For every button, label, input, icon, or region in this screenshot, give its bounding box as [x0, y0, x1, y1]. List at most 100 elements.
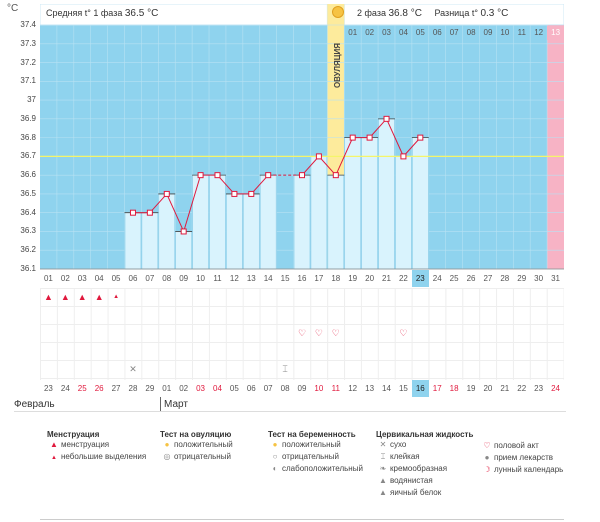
phase1-label: Средняя t° 1 фаза — [46, 8, 123, 18]
calendar-date-cell[interactable]: 03 — [196, 384, 206, 393]
cycle-day-cell[interactable]: 17 — [314, 274, 324, 283]
calendar-date-cell[interactable]: 28 — [128, 384, 138, 393]
heart-icon[interactable]: ♡ — [331, 328, 340, 338]
calendar-date-cell[interactable]: 08 — [280, 384, 290, 393]
calendar-date-cell[interactable]: 09 — [297, 384, 307, 393]
cycle-day-cell[interactable]: 12 — [229, 274, 239, 283]
ovulation-positive-icon: ● — [164, 440, 170, 449]
cycle-day-cell[interactable]: 07 — [145, 274, 155, 283]
calendar-date-cell[interactable]: 06 — [246, 384, 256, 393]
dry-icon: ✕ — [379, 440, 387, 449]
calendar-date-cell[interactable]: 24 — [551, 384, 560, 393]
calendar-date-cell[interactable]: 20 — [483, 384, 493, 393]
menstruation-drop-icon[interactable]: ▲ — [77, 292, 87, 302]
calendar-date-cell[interactable]: 11 — [331, 384, 340, 393]
calendar-date-cell[interactable]: 10 — [314, 384, 324, 393]
cycle-day-cell[interactable]: 22 — [398, 274, 408, 283]
cycle-day-cell[interactable]: 20 — [365, 274, 375, 283]
legend-ovt-positive: положительный — [174, 440, 233, 449]
top-day-number: 07 — [449, 28, 459, 37]
cycle-day-cell[interactable]: 29 — [517, 274, 527, 283]
y-tick-label: 37 — [27, 95, 36, 105]
cycle-day-cell[interactable]: 06 — [128, 274, 138, 283]
calendar-date-cell[interactable]: 19 — [466, 384, 476, 393]
calendar-date-cell[interactable]: 22 — [517, 384, 527, 393]
menstruation-drop-icon[interactable]: ▲ — [60, 292, 70, 302]
dry-icon[interactable]: ✕ — [129, 364, 137, 374]
cycle-day-cell[interactable]: 21 — [382, 274, 391, 283]
pregnancy-negative-icon: ○ — [272, 452, 278, 461]
menstruation-drop-icon[interactable]: ▲ — [43, 292, 53, 302]
calendar-date-cell[interactable]: 26 — [94, 384, 104, 393]
legend-lunar: лунный календарь — [494, 465, 564, 474]
cycle-day-cell[interactable]: 13 — [246, 274, 256, 283]
small-drop-icon[interactable]: ▲ — [113, 294, 120, 300]
temperature-line — [335, 137, 354, 176]
cycle-day-cell[interactable]: 02 — [60, 274, 70, 283]
calendar-date-cell[interactable]: 17 — [432, 384, 442, 393]
cycle-day-cell[interactable]: 15 — [280, 274, 290, 283]
calendar-date-cell[interactable]: 04 — [213, 384, 222, 393]
calendar-date-cell[interactable]: 29 — [145, 384, 155, 393]
y-tick-label: 36.4 — [20, 207, 36, 217]
calendar-date-cell[interactable]: 07 — [263, 384, 273, 393]
legend-other: ♡ половой акт ● прием лекарств ☽ лунный кал… — [480, 440, 563, 476]
calendar-date-cell[interactable]: 05 — [229, 384, 239, 393]
cycle-day-cell[interactable]: 08 — [162, 274, 172, 283]
cycle-day-cell[interactable]: 25 — [449, 274, 459, 283]
calendar-date-cell[interactable]: 23 — [43, 384, 53, 393]
cycle-day-cell[interactable]: 30 — [534, 274, 544, 283]
calendar-date-cell[interactable]: 24 — [60, 384, 70, 393]
cycle-day-cell[interactable]: 05 — [111, 274, 121, 283]
cycle-day-cell[interactable]: 23 — [411, 270, 429, 287]
temperature-line — [149, 193, 168, 214]
temperature-chart — [40, 4, 564, 270]
cycle-day-cell[interactable]: 27 — [483, 274, 493, 283]
calendar-date-cell[interactable]: 18 — [449, 384, 459, 393]
diff-label: Разница t° — [434, 8, 478, 18]
ovulation-label: ОВУЛЯЦИЯ — [333, 42, 343, 88]
calendar-date-cell[interactable]: 14 — [382, 384, 391, 393]
calendar-date-row: 23 24 25 26 27 28 29 01 02 03 04 05 06 07 08 09 10 11 12 13… — [40, 380, 564, 397]
pill-icon: ● — [484, 453, 490, 462]
cycle-day-cell[interactable]: 19 — [348, 274, 358, 283]
cycle-day-cell[interactable]: 03 — [77, 274, 87, 283]
cycle-day-cell[interactable]: 24 — [432, 274, 442, 283]
calendar-date-cell[interactable]: 01 — [162, 384, 172, 393]
calendar-date-cell[interactable]: 02 — [179, 384, 189, 393]
calendar-date-cell[interactable]: 21 — [500, 384, 510, 393]
cycle-day-cell[interactable]: 31 — [551, 274, 560, 283]
top-day-number: 08 — [466, 28, 476, 37]
calendar-date-cell[interactable]: 16 — [411, 380, 429, 397]
cycle-day-cell[interactable]: 04 — [94, 274, 104, 283]
cycle-day-cell[interactable]: 16 — [297, 274, 307, 283]
menstruation-drop-icon[interactable]: ▲ — [94, 292, 104, 302]
temperature-bar — [141, 212, 159, 270]
cycle-day-cell[interactable]: 18 — [331, 274, 341, 283]
temperature-line — [301, 156, 320, 176]
cycle-day-cell[interactable]: 11 — [213, 274, 222, 283]
calendar-date-cell[interactable]: 15 — [398, 384, 408, 393]
heart-icon[interactable]: ♡ — [314, 328, 323, 338]
cycle-day-cell[interactable]: 09 — [179, 274, 189, 283]
heart-icon[interactable]: ♡ — [399, 328, 408, 338]
y-tick-label: 37.4 — [20, 20, 36, 29]
cycle-day-cell[interactable]: 26 — [466, 274, 476, 283]
cycle-day-cell[interactable]: 10 — [196, 274, 206, 283]
calendar-date-cell[interactable]: 13 — [365, 384, 375, 393]
bottom-line — [40, 519, 564, 520]
cycle-day-cell[interactable]: 28 — [500, 274, 510, 283]
calendar-date-cell[interactable]: 12 — [348, 384, 358, 393]
cycle-day-cell[interactable]: 14 — [263, 274, 273, 283]
temperature-point — [197, 172, 204, 179]
temperature-point — [265, 172, 272, 179]
sticky-icon[interactable]: ⌶ — [282, 364, 288, 374]
legend-medicine: прием лекарств — [494, 453, 554, 462]
cycle-day-cell[interactable]: 01 — [43, 274, 53, 283]
calendar-date-cell[interactable]: 25 — [77, 384, 87, 393]
calendar-date-cell[interactable]: 23 — [534, 384, 544, 393]
top-day-number: 02 — [365, 28, 375, 37]
heart-icon[interactable]: ♡ — [297, 328, 307, 338]
calendar-date-cell[interactable]: 27 — [111, 384, 121, 393]
temperature-point — [299, 172, 305, 179]
